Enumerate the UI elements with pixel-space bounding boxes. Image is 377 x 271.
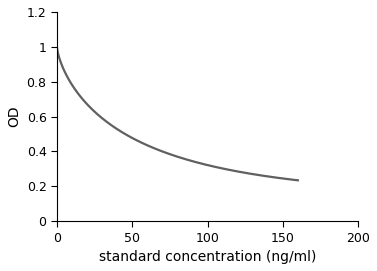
Y-axis label: OD: OD bbox=[7, 106, 21, 127]
X-axis label: standard concentration (ng/ml): standard concentration (ng/ml) bbox=[99, 250, 316, 264]
